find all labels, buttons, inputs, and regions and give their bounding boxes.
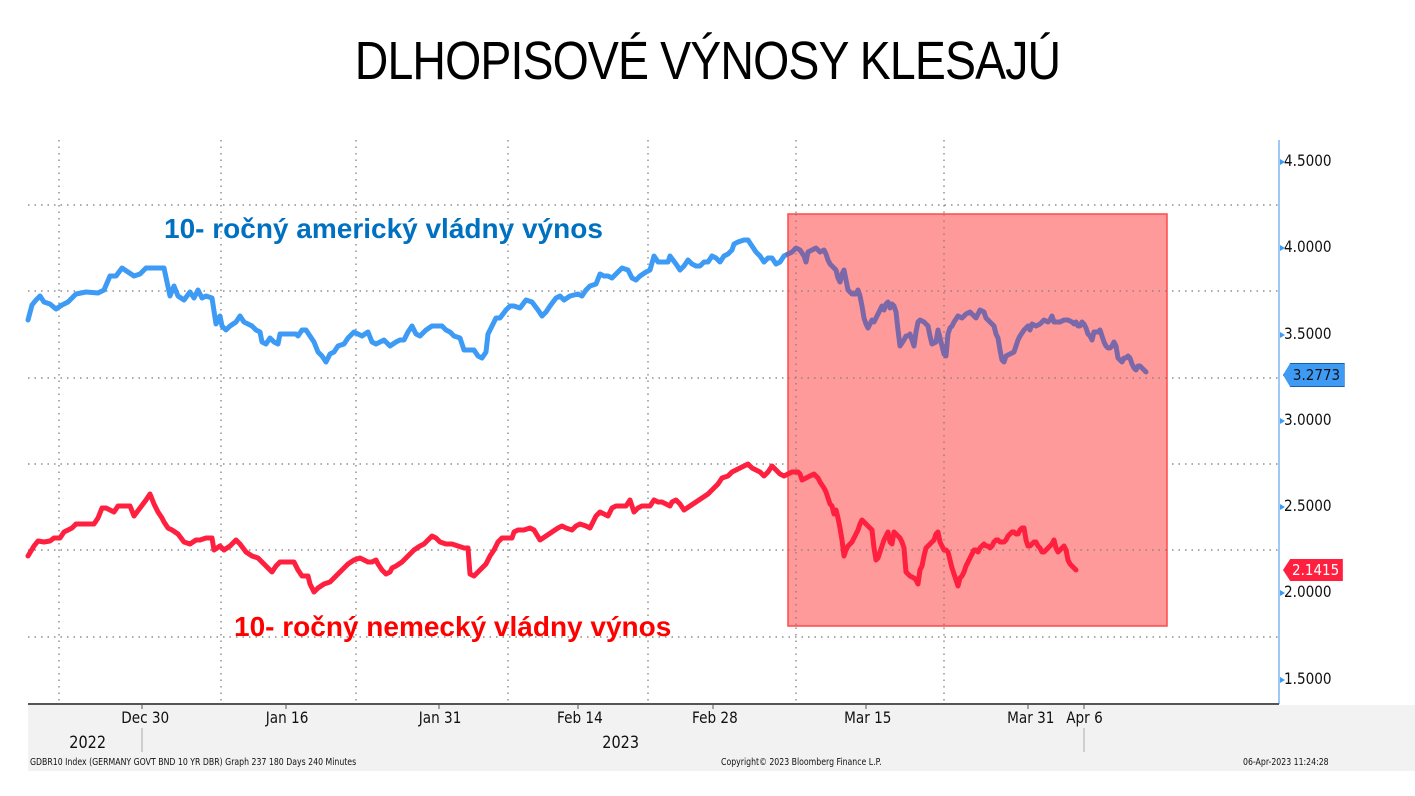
de-series-label: 10- ročný nemecký vládny výnos <box>234 611 672 642</box>
gridlines <box>28 140 1279 704</box>
y-tick-label: 1.5000 <box>1284 669 1332 688</box>
us-yield-line-highlighted <box>785 245 1149 375</box>
year-label: 2022 <box>69 733 107 753</box>
us-yield-line <box>25 237 791 365</box>
y-tick-label: 2.5000 <box>1284 496 1332 515</box>
x-tick-label: Dec 30 <box>121 708 170 727</box>
de-yield-line-highlighted <box>785 469 1079 589</box>
y-tick-label: 4.5000 <box>1284 151 1332 170</box>
x-tick-label: Feb 14 <box>557 708 603 727</box>
footer-timestamp: 06-Apr-2023 11:24:28 <box>1243 757 1329 768</box>
y-axis-tick-markers <box>1280 159 1285 683</box>
us-last-value-tag: 3.2773 <box>1283 363 1345 387</box>
x-tick-label: Feb 28 <box>692 708 738 727</box>
y-tick-label: 3.5000 <box>1284 324 1332 343</box>
plot-frame <box>28 140 1280 705</box>
de-last-value-tag: 2.1415 <box>1283 559 1343 581</box>
y-tick-label: 3.0000 <box>1284 410 1332 429</box>
footer-index-info: GDBR10 Index (GERMANY GOVT BND 10 YR DBR… <box>30 757 357 768</box>
x-tick-label: Apr 6 <box>1066 708 1103 727</box>
year-label: 2023 <box>602 733 640 753</box>
x-axis-band <box>28 705 1415 771</box>
y-tick-label: 4.0000 <box>1284 237 1332 256</box>
highlight-region <box>787 213 1168 627</box>
y-tick-label: 2.0000 <box>1284 582 1332 601</box>
de-yield-line <box>25 461 791 595</box>
x-tick-label: Mar 31 <box>1007 708 1055 727</box>
x-tick-label: Jan 31 <box>418 708 462 727</box>
page-title: DLHOPISOVÉ VÝNOSY KLESAJÚ <box>354 31 1061 91</box>
x-tick-label: Jan 16 <box>265 708 309 727</box>
x-tick-label: Mar 15 <box>844 708 892 727</box>
us-series-label: 10- ročný americký vládny výnos <box>164 213 603 244</box>
footer-copyright: Copyright© 2023 Bloomberg Finance L.P. <box>721 757 882 768</box>
